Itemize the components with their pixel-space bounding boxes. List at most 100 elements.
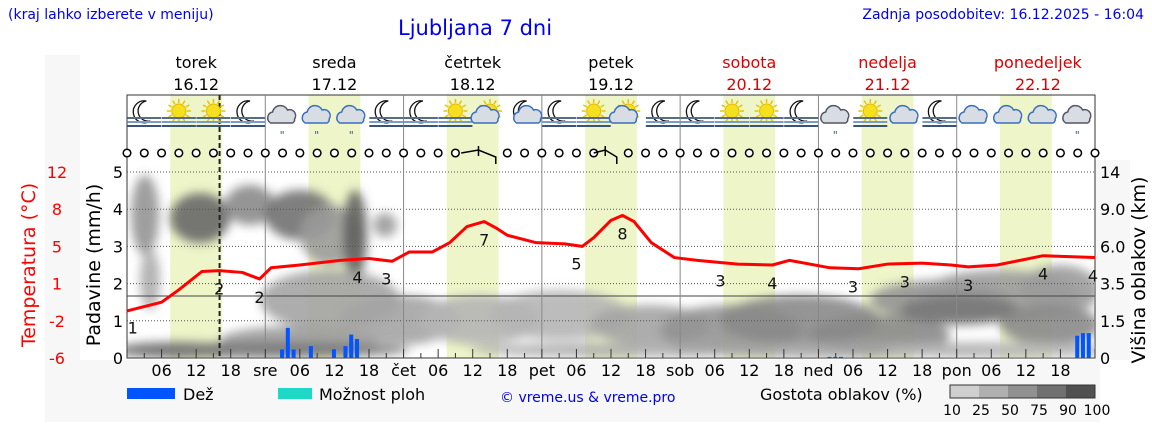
cloud-drizzle-icon: " [336, 104, 366, 142]
cloud-density-swatch [950, 385, 979, 398]
cloud-height-tick: 6.0 [1100, 237, 1125, 256]
rain-bar [308, 346, 313, 358]
wind-calm-marker [399, 148, 409, 158]
time-axis-tick: 12 [324, 361, 344, 380]
rain-bar [280, 349, 285, 358]
wind-calm-marker [986, 148, 996, 158]
wind-calm-marker [641, 148, 651, 158]
cloud-density-legend-label: Gostota oblakov (%) [760, 385, 923, 404]
svg-text:": " [833, 129, 838, 142]
cloud-density-swatch [1008, 385, 1037, 398]
cloud-drizzle-icon: " [301, 104, 331, 142]
day-date: 17.12 [312, 75, 358, 94]
cloud-density-area [130, 342, 410, 358]
wind-calm-marker [779, 148, 789, 158]
cloud-density-area [373, 213, 397, 237]
cloud-drizzle-icon: " [820, 104, 850, 142]
wind-calm-marker [243, 148, 253, 158]
wind-calm-marker [623, 148, 633, 158]
wind-calm-marker [1021, 148, 1031, 158]
time-axis-tick: 12 [1016, 361, 1036, 380]
location-hint[interactable]: (kraj lahko izberete v meniju) [8, 7, 214, 23]
wind-calm-marker [710, 148, 720, 158]
rain-legend-swatch [127, 388, 175, 399]
day-date: 19.12 [588, 75, 634, 94]
wind-calm-marker [796, 148, 806, 158]
time-axis-tick: 12 [463, 361, 483, 380]
time-axis-tick: 06 [290, 361, 310, 380]
cloud-density-swatch [979, 385, 1008, 398]
wind-calm-marker [364, 148, 374, 158]
wind-calm-marker [260, 148, 270, 158]
wind-calm-marker [900, 148, 910, 158]
wind-calm-marker [347, 148, 357, 158]
wind-calm-marker [675, 148, 685, 158]
cloud-density-scale-tick: 10 [943, 403, 961, 419]
day-date: 21.12 [865, 75, 911, 94]
cloud-density-area [1000, 305, 1095, 345]
temperature-label: 8 [617, 224, 627, 243]
precip-tick: 3 [113, 237, 123, 256]
page-title: Ljubljana 7 dni [398, 16, 553, 40]
wind-calm-marker [1073, 148, 1083, 158]
temperature-label: 3 [848, 278, 858, 297]
moon-cloud-icon [512, 100, 543, 124]
showers-legend-label: Možnost ploh [319, 385, 425, 404]
temperature-label: 3 [715, 271, 725, 290]
temperature-tick: 8 [52, 200, 62, 219]
wind-calm-marker [848, 148, 858, 158]
time-axis-tick: 18 [774, 361, 794, 380]
wind-calm-marker [1090, 148, 1100, 158]
rain-bar [291, 349, 296, 358]
time-axis-tick: sob [666, 361, 694, 380]
day-date: 16.12 [173, 75, 219, 94]
wind-calm-marker [744, 148, 754, 158]
credit-link[interactable]: © vreme.us & vreme.pro [500, 390, 675, 406]
temperature-label: 1 [128, 318, 138, 337]
rain-bar [349, 334, 354, 358]
time-axis-tick: 12 [877, 361, 897, 380]
wind-calm-marker [312, 148, 322, 158]
time-axis-tick: 18 [635, 361, 655, 380]
wind-calm-marker [1038, 148, 1048, 158]
time-axis-tick: 18 [359, 361, 379, 380]
wind-calm-marker [157, 148, 167, 158]
cloud-icon [1027, 104, 1057, 124]
temperature-tick: -2 [49, 312, 65, 331]
day-name: torek [175, 53, 217, 72]
rain-bar [331, 349, 336, 358]
showers-legend-swatch [278, 388, 312, 399]
day-name: nedelja [858, 53, 917, 72]
sun-cloud-icon [608, 99, 641, 124]
wind-calm-marker [191, 148, 201, 158]
cloud-density-area [170, 193, 230, 243]
wind-calm-marker [831, 148, 841, 158]
rain-bar [354, 339, 359, 358]
moon-fog-icon [680, 100, 715, 127]
cloud-density-swatch [1066, 385, 1095, 398]
wind-calm-marker [433, 148, 443, 158]
precip-axis-label: Padavine (mm/h) [83, 184, 105, 347]
sun-fog-icon [196, 99, 231, 127]
cloud-density-area [900, 295, 1020, 325]
wind-calm-marker [278, 148, 288, 158]
time-axis-tick: 06 [705, 361, 725, 380]
cloud-drizzle-icon: " [1062, 104, 1092, 142]
time-axis-tick: 06 [981, 361, 1001, 380]
sun-fog-icon [438, 99, 473, 127]
time-axis-tick: sre [253, 361, 277, 380]
day-name: petek [588, 53, 634, 72]
svg-text:": " [1075, 129, 1080, 142]
wind-calm-marker [174, 148, 184, 158]
moon-fog-icon [403, 100, 438, 127]
time-axis-tick: 18 [497, 361, 517, 380]
time-axis-tick: 18 [221, 361, 241, 380]
sun-fog-icon [715, 99, 749, 127]
cloud-density-area [131, 175, 159, 255]
sun-fog-icon [161, 99, 196, 127]
wind-calm-marker [329, 148, 339, 158]
temperature-label: 4 [1088, 267, 1098, 286]
wind-calm-marker [865, 148, 875, 158]
rain-bar [833, 356, 838, 358]
